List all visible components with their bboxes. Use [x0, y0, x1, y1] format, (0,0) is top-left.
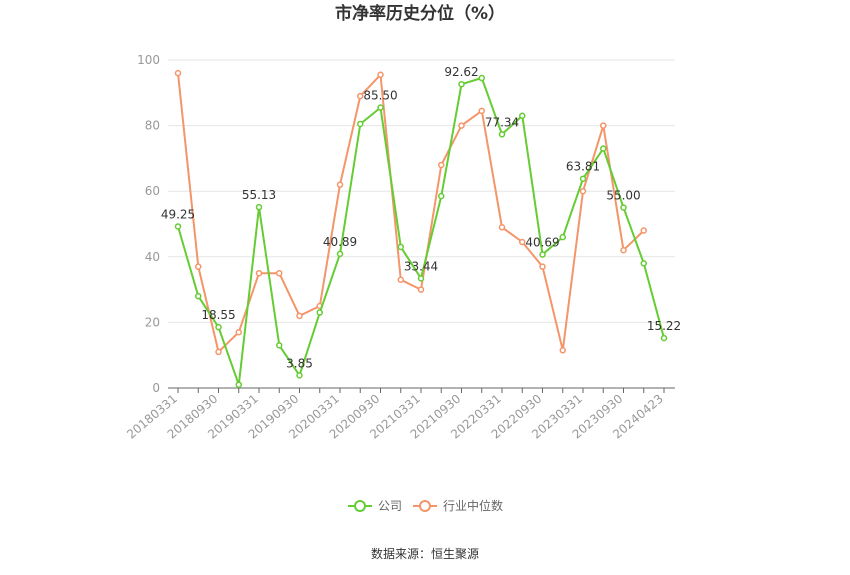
- series-1-point-6: [296, 312, 303, 320]
- series-1-point-12: [417, 286, 425, 293]
- series-1-point-23: [640, 227, 647, 234]
- series-0-point-10: [377, 104, 384, 111]
- series-0-point-21: [600, 145, 607, 152]
- series-0-point-0: [174, 223, 182, 230]
- series-1: [174, 69, 647, 356]
- data-label-20: 63.81: [566, 160, 600, 174]
- data-source: 数据来源：恒生聚源: [371, 546, 479, 561]
- data-label-4: 55.13: [242, 188, 276, 202]
- series-line-1: [177, 72, 645, 353]
- series-0-point-12: [417, 275, 425, 282]
- data-label-18: 40.69: [525, 236, 559, 250]
- series-1-point-5: [276, 269, 283, 277]
- series-layer: [174, 69, 668, 388]
- series-0-point-13: [438, 192, 445, 200]
- series-0-point-6: [296, 372, 303, 379]
- series-0-point-5: [276, 342, 283, 349]
- data-label-0: 49.25: [161, 207, 195, 221]
- data-label-12: 33.44: [404, 259, 438, 273]
- series-1-point-3: [235, 328, 242, 336]
- legend-industry-marker: [419, 500, 431, 512]
- data-label-24: 15.22: [647, 319, 681, 333]
- series-0-point-20: [579, 175, 587, 182]
- series-0-point-14: [458, 80, 465, 88]
- series-1-point-19: [559, 347, 566, 354]
- series-0-point-11: [397, 243, 404, 251]
- series-0-point-2: [215, 323, 222, 331]
- chart-title: 市净率历史分位（%）: [335, 3, 505, 24]
- series-0-point-23: [640, 260, 647, 267]
- series-1-point-16: [498, 224, 506, 231]
- series-1-point-9: [357, 92, 364, 100]
- series-0-point-9: [357, 120, 364, 128]
- series-0-point-19: [559, 233, 566, 241]
- legend-item-company[interactable]: 公司: [348, 499, 402, 513]
- series-0: [174, 74, 668, 388]
- series-0-point-8: [336, 250, 344, 258]
- series-1-point-2: [215, 348, 222, 356]
- legend-company-marker: [354, 500, 366, 512]
- series-0-point-7: [316, 309, 323, 316]
- legend-industry-label: 行业中位数: [443, 498, 503, 513]
- series-1-point-10: [377, 71, 384, 79]
- data-label-10: 85.50: [363, 89, 397, 103]
- series-1-point-0: [174, 69, 182, 77]
- legend-item-industry[interactable]: 行业中位数: [413, 498, 503, 513]
- series-1-point-21: [600, 122, 607, 129]
- series-0-point-16: [498, 131, 506, 138]
- series-1-point-14: [458, 122, 465, 129]
- series-0-point-1: [195, 292, 202, 300]
- series-1-point-8: [336, 181, 344, 188]
- series-1-point-20: [579, 187, 587, 195]
- y-tick-label-5: 100: [137, 53, 160, 67]
- series-0-point-22: [620, 204, 627, 211]
- data-label-8: 40.89: [323, 235, 357, 249]
- series-0-point-18: [539, 251, 546, 258]
- data-label-22: 55.00: [606, 189, 640, 203]
- data-label-16: 77.34: [485, 115, 519, 129]
- y-tick-label-2: 40: [145, 250, 160, 264]
- series-0-point-15: [478, 74, 485, 82]
- series-1-point-13: [438, 161, 445, 169]
- series-1-point-15: [478, 107, 485, 115]
- legend: 公司 行业中位数: [348, 498, 503, 513]
- data-labels: 49.25 18.55 55.13 3.85 40.89 85.50 33.44 92.62 7…: [161, 65, 681, 370]
- series-0-point-24: [660, 334, 668, 342]
- y-tick-label-4: 80: [145, 119, 160, 133]
- legend-company-label: 公司: [378, 499, 402, 513]
- series-1-point-11: [397, 276, 404, 284]
- series-0-point-3: [235, 381, 242, 388]
- data-label-6: 3.85: [286, 356, 313, 370]
- series-1-point-4: [255, 269, 263, 277]
- series-line-0: [177, 77, 665, 386]
- data-label-2: 18.55: [201, 308, 235, 322]
- series-0-point-4: [255, 203, 263, 211]
- y-tick-label-3: 60: [145, 184, 160, 198]
- series-1-point-22: [620, 246, 627, 254]
- y-tick-label-0: 0: [152, 381, 160, 395]
- data-label-14: 92.62: [444, 65, 478, 79]
- series-0-point-17: [519, 112, 526, 120]
- series-1-point-18: [539, 263, 546, 270]
- y-tick-label-1: 20: [145, 315, 160, 329]
- series-1-point-1: [195, 263, 202, 270]
- series-1-point-17: [519, 238, 526, 246]
